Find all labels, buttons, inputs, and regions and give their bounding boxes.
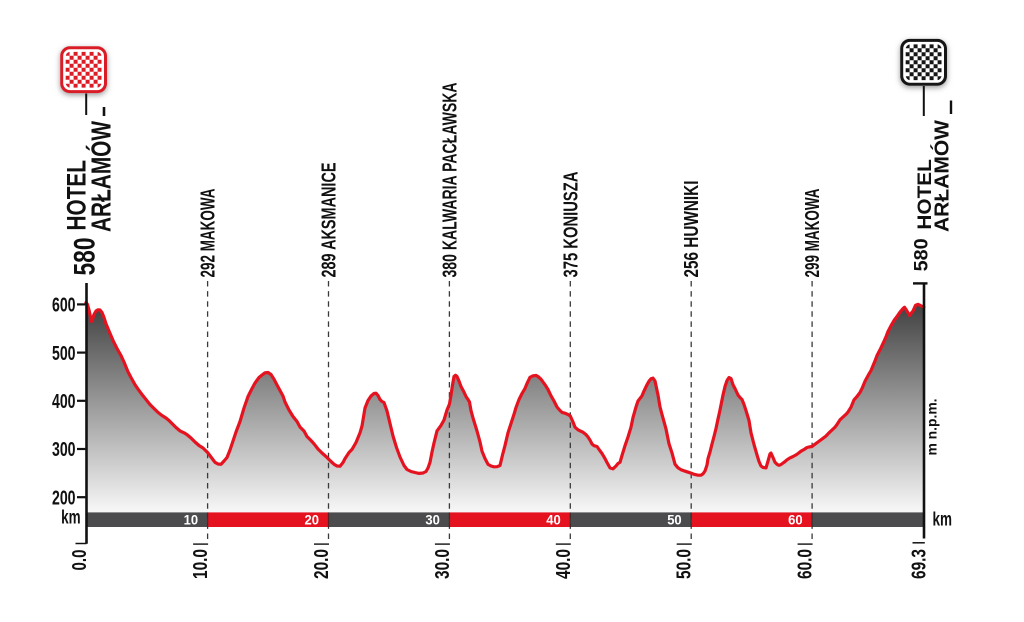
svg-text:ARŁAMÓW: ARŁAMÓW <box>930 120 954 232</box>
svg-text:289 AKSMANICE: 289 AKSMANICE <box>319 163 341 278</box>
svg-text:30: 30 <box>425 512 440 527</box>
svg-text:400: 400 <box>52 391 76 413</box>
svg-text:40.0: 40.0 <box>553 549 575 579</box>
svg-text:292 MAKOWA: 292 MAKOWA <box>198 189 220 278</box>
svg-text:40: 40 <box>546 512 561 527</box>
svg-text:200: 200 <box>52 487 76 509</box>
svg-text:HOTEL: HOTEL <box>62 160 92 231</box>
svg-text:580: 580 <box>911 238 933 271</box>
svg-text:30.0: 30.0 <box>432 549 454 579</box>
svg-text:600: 600 <box>52 295 76 317</box>
svg-text:299 MAKOWA: 299 MAKOWA <box>802 189 824 278</box>
svg-text:256 HUWNIKI: 256 HUWNIKI <box>681 181 703 278</box>
svg-text:500: 500 <box>52 343 76 365</box>
svg-text:HOTEL: HOTEL <box>915 159 936 230</box>
svg-text:km: km <box>61 508 81 529</box>
svg-text:m n.p.m.: m n.p.m. <box>924 399 940 456</box>
svg-text:50.0: 50.0 <box>674 549 696 579</box>
svg-text:300: 300 <box>52 439 76 461</box>
svg-text:380 KALWARIA PACŁAWSKA: 380 KALWARIA PACŁAWSKA <box>439 83 461 278</box>
svg-text:20: 20 <box>305 512 320 527</box>
svg-text:km: km <box>933 510 953 531</box>
svg-text:60: 60 <box>788 512 803 527</box>
svg-text:50: 50 <box>667 512 682 527</box>
svg-text:10: 10 <box>184 512 199 527</box>
svg-text:20.0: 20.0 <box>311 549 333 579</box>
svg-text:10.0: 10.0 <box>190 549 212 579</box>
svg-text:0.0: 0.0 <box>69 550 91 571</box>
svg-text:375 KONIUSZA: 375 KONIUSZA <box>560 172 582 278</box>
svg-text:69.3: 69.3 <box>909 549 931 579</box>
svg-text:580: 580 <box>69 238 102 276</box>
svg-text:ARŁAMÓW: ARŁAMÓW <box>86 121 117 232</box>
svg-text:60.0: 60.0 <box>795 549 817 579</box>
